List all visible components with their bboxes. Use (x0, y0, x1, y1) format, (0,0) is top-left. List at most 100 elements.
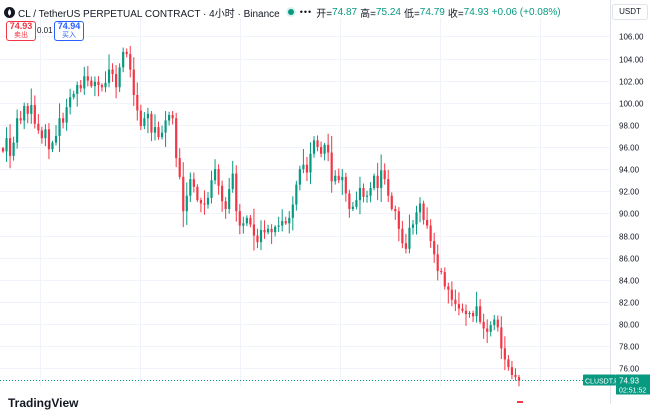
candle-body (132, 69, 135, 96)
candle-body (479, 306, 482, 322)
candle-body (330, 152, 333, 182)
candle-body (365, 195, 369, 197)
candle-body (309, 153, 312, 173)
candle-body (228, 189, 231, 209)
candle-body (199, 200, 203, 204)
buy-button[interactable]: 74.94 买入 (54, 21, 84, 41)
candle-body (397, 211, 400, 229)
y-tick-label: 94.00 (619, 166, 640, 175)
open-value: 74.87 (332, 6, 358, 18)
candle-body (93, 81, 96, 87)
candle-body (387, 179, 390, 196)
candle-body (252, 224, 256, 236)
candle-body (277, 225, 280, 227)
candle-body (107, 69, 111, 83)
candle-body (291, 204, 294, 218)
candle-body (408, 227, 411, 249)
y-tick-label: 82.00 (619, 299, 640, 308)
candle-body (341, 176, 344, 181)
candle-body (189, 179, 192, 196)
candle-body (69, 97, 72, 108)
currency-selector[interactable]: USDT (612, 4, 648, 20)
y-tick-label: 102.00 (619, 78, 644, 87)
candle-body (185, 195, 188, 212)
change-value: +0.06 (+0.08%) (491, 6, 561, 18)
candle-body (157, 127, 160, 138)
more-options-icon[interactable]: ••• (299, 7, 313, 17)
candle-body (500, 327, 503, 349)
candle-body (355, 200, 358, 207)
candle-body (33, 104, 36, 124)
candle-body (358, 187, 362, 201)
y-tick-label: 76.00 (619, 365, 640, 374)
candle-body (496, 319, 499, 328)
y-tick-label: 98.00 (619, 122, 640, 131)
candle-body (115, 74, 118, 88)
y-tick-label: 92.00 (619, 188, 640, 197)
symbol-tag: CLUSDT.P (585, 379, 619, 386)
candle-body (440, 270, 443, 273)
candle-body (1, 148, 5, 152)
candle-body (61, 118, 65, 123)
candle-body (153, 127, 157, 133)
price-axis-bg (610, 0, 650, 404)
candle-body (281, 221, 284, 226)
candle-body (136, 95, 139, 111)
candle-body (51, 142, 54, 150)
candle-body (249, 217, 252, 225)
candle-body (196, 186, 199, 201)
candle-body (8, 138, 12, 156)
candle-body (206, 197, 210, 205)
candle-body (104, 82, 107, 88)
candle-body (30, 104, 33, 114)
candle-body (433, 241, 436, 255)
volume-marker (517, 401, 523, 403)
candle-body (125, 51, 128, 55)
candle-body (503, 348, 506, 360)
candle-body (284, 221, 287, 224)
sell-price: 74.93 (9, 21, 33, 31)
candle-body (83, 76, 86, 89)
candle-body (16, 118, 19, 143)
candle-body (245, 217, 248, 224)
candle-body (468, 312, 471, 315)
candle-body (344, 176, 347, 194)
candle-body (454, 299, 457, 305)
candle-body (471, 312, 475, 317)
candle-body (26, 106, 29, 114)
candle-body (164, 120, 167, 133)
candle-body (351, 206, 354, 209)
last-price-marker: CLUSDT.P 74.93 02:51:52 (0, 374, 650, 403)
candle-body (178, 158, 181, 177)
last-price-tag-bg (616, 374, 650, 395)
candle-body (436, 254, 439, 271)
candle-body (175, 118, 178, 159)
candle-body (482, 321, 485, 329)
market-status-icon (287, 9, 294, 15)
candle-body (72, 93, 75, 98)
price-axis[interactable]: 76.00 78.00 80.00 82.00 84.00 86.00 88.00 90.00… (610, 0, 650, 404)
candle-body (323, 144, 326, 154)
candle-body (457, 304, 461, 309)
candle-body (415, 212, 418, 225)
y-tick-label: 78.00 (619, 343, 640, 352)
tradingview-logo: TradingView (8, 396, 79, 410)
candle-body (90, 80, 93, 87)
candle-body (23, 106, 26, 121)
close-value: 74.93 (463, 6, 489, 18)
low-label: 低= (403, 8, 420, 20)
close-label: 收= (447, 8, 464, 20)
symbol-tag-bg (583, 374, 616, 386)
buy-label: 买入 (62, 32, 76, 39)
candle-body (40, 130, 43, 139)
candle-body (337, 175, 340, 181)
symbol-title[interactable]: CL / TetherUS PERPETUAL CONTRACT · 4小时 ·… (18, 8, 280, 20)
sell-button[interactable]: 74.93 卖出 (6, 21, 36, 41)
candle-body (493, 319, 496, 326)
candle-body (192, 179, 195, 187)
candle-body (210, 180, 213, 198)
candle-body (217, 169, 220, 186)
candle-body (65, 107, 68, 123)
symbol-logo-icon (4, 6, 15, 18)
